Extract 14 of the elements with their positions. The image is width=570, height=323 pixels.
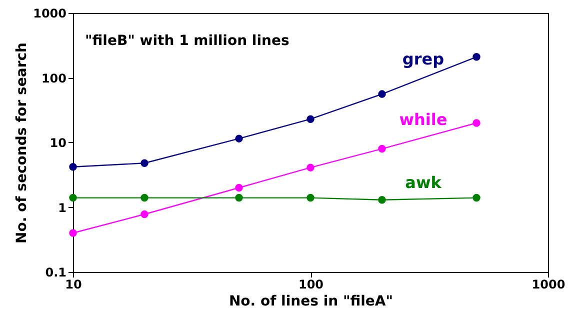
y-axis-title: No. of seconds for search — [14, 42, 30, 244]
text: "fileB" with 1 million lines — [85, 33, 290, 49]
y-tick-label: 10 — [50, 136, 66, 150]
x-tick-label: 1000 — [532, 278, 566, 292]
series-label: awk — [405, 172, 442, 192]
y-tick-label: 0.1 — [45, 266, 66, 280]
x-axis-title: No. of lines in "fileA" — [228, 294, 394, 310]
series-label: while — [399, 110, 448, 129]
x-tick-label: 10 — [65, 278, 82, 292]
y-tick-label: 1000 — [33, 6, 66, 20]
y-tick-label: 100 — [41, 71, 66, 86]
y-tick-label: 1 — [58, 200, 66, 215]
series-label: grep — [402, 49, 444, 68]
x-tick-label: 100 — [298, 278, 324, 292]
